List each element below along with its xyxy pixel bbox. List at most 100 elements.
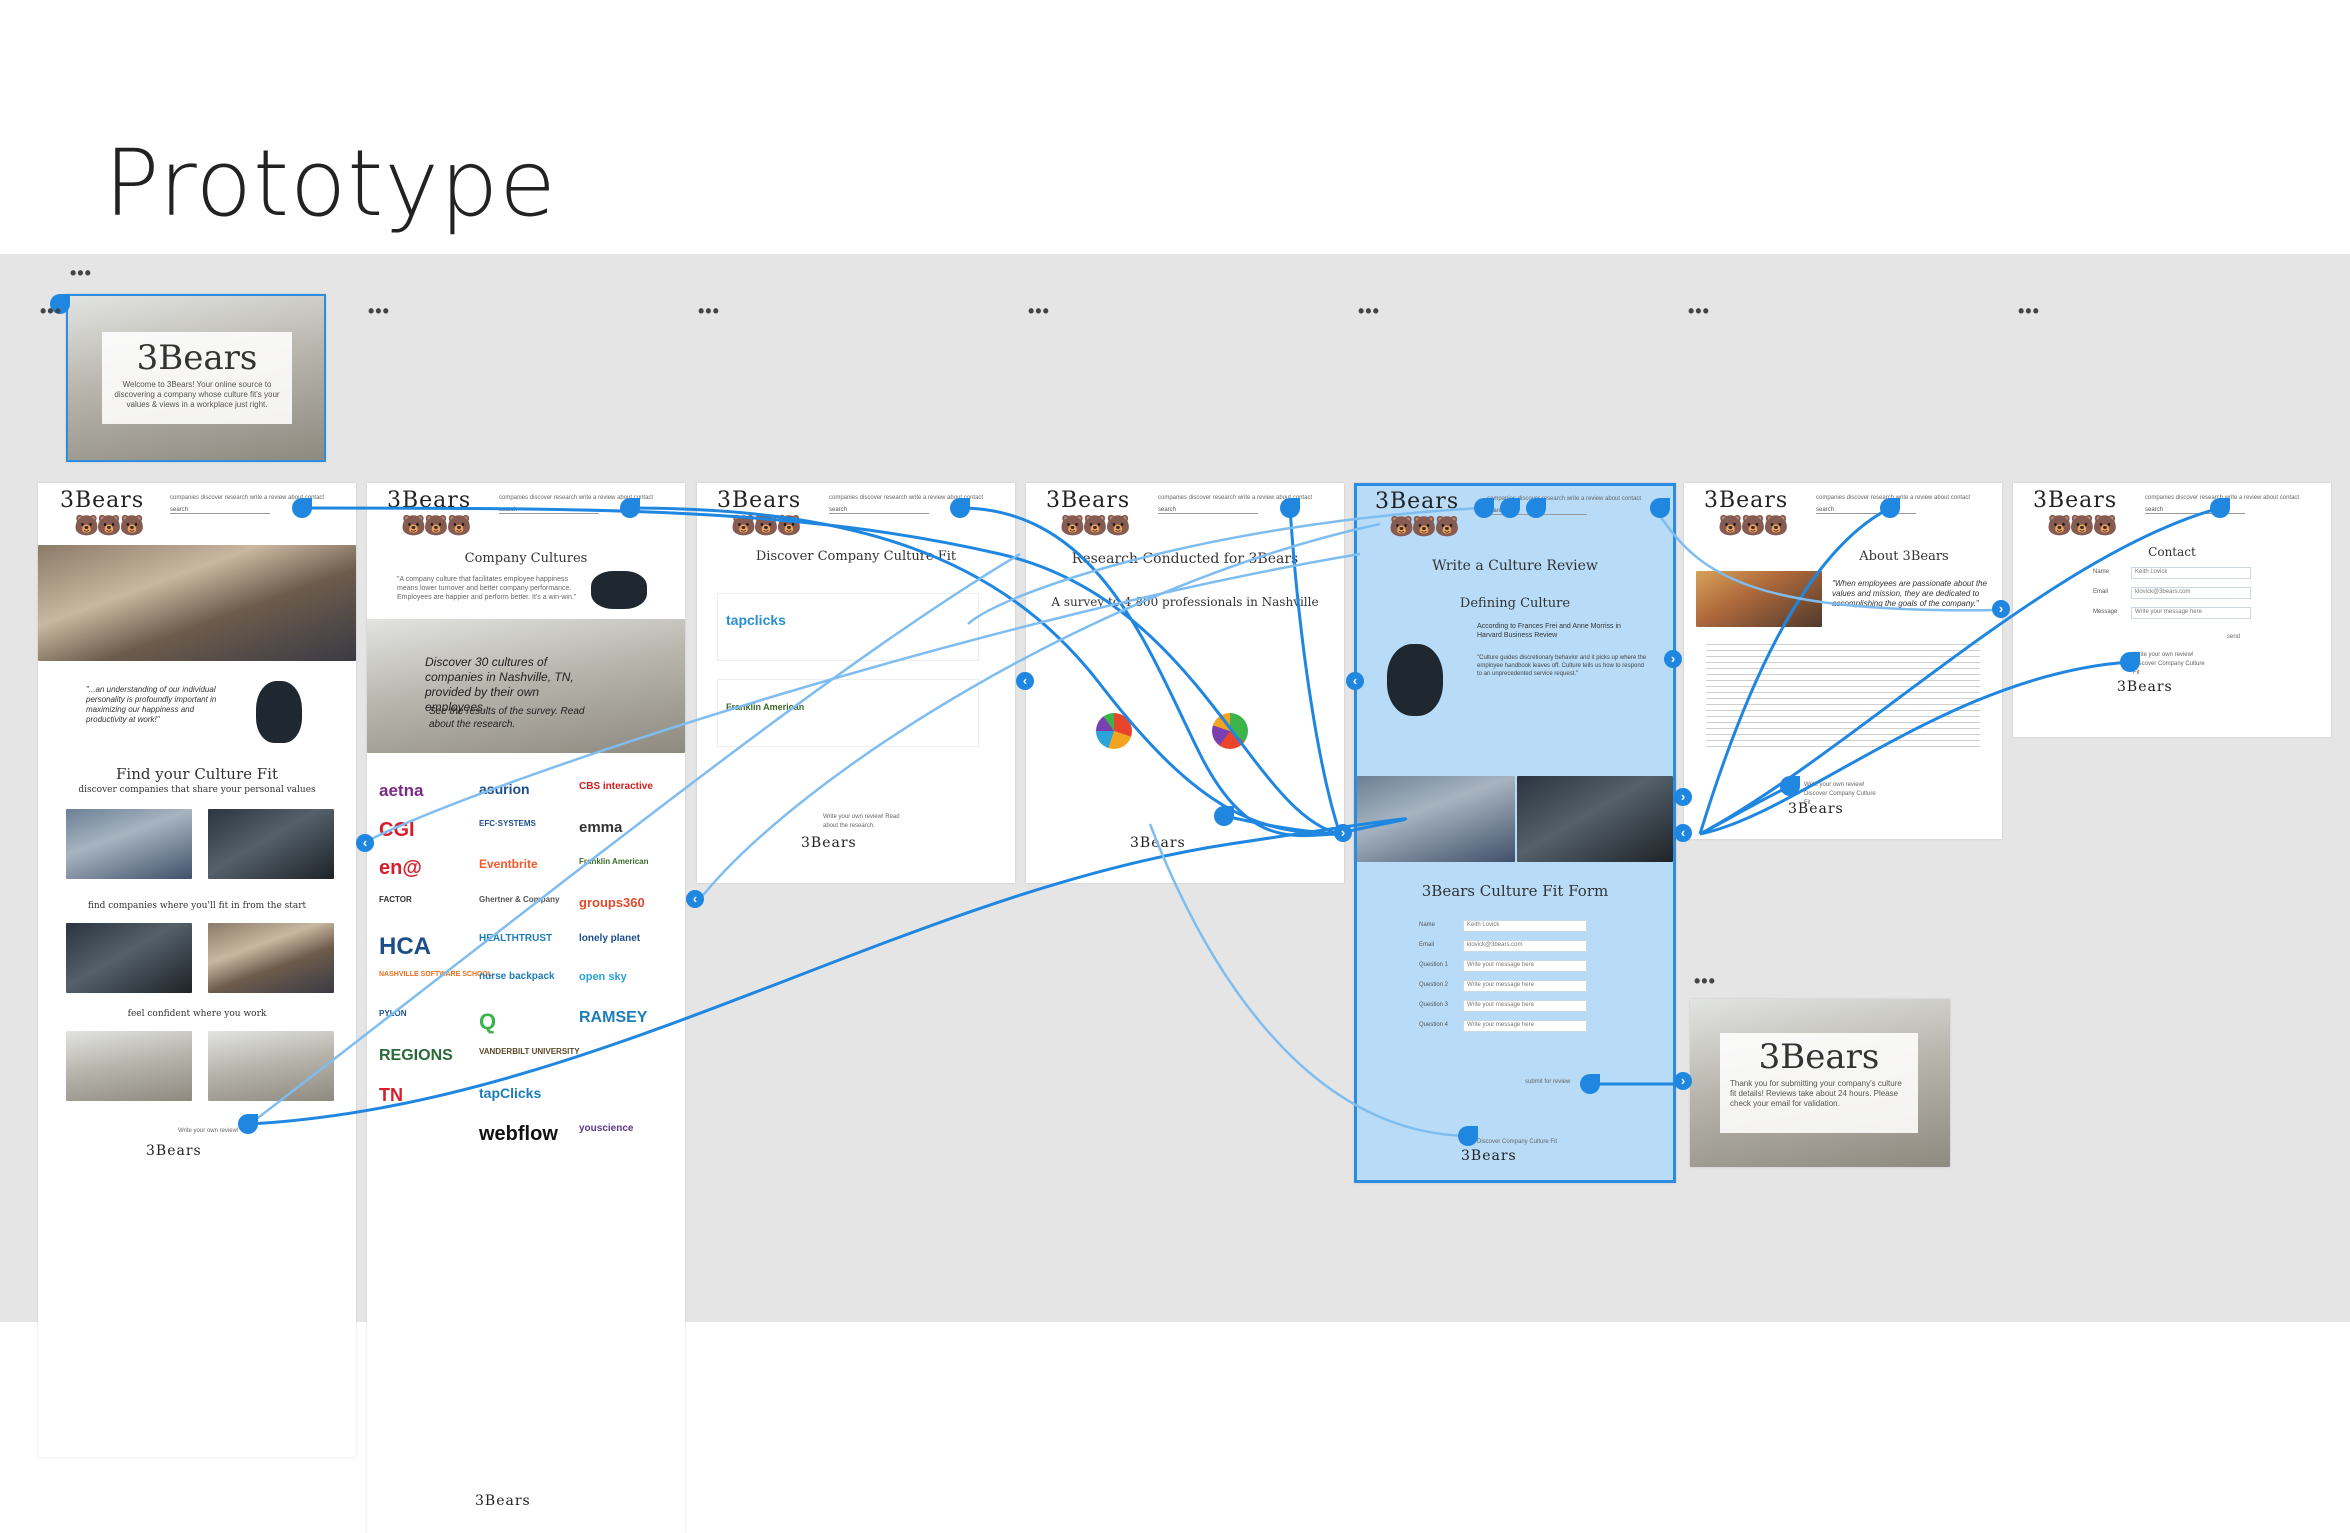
- company-card[interactable]: Franklin American: [717, 679, 979, 747]
- form-input[interactable]: Write your message here: [1463, 1000, 1587, 1012]
- company-logo[interactable]: open sky: [579, 971, 627, 983]
- link-hotspot[interactable]: [1474, 498, 1494, 518]
- link-hotspot[interactable]: [1500, 498, 1520, 518]
- company-logo[interactable]: HEALTHTRUST: [479, 933, 553, 944]
- company-logo[interactable]: tapClicks: [479, 1085, 542, 1101]
- form-input[interactable]: Write your message here: [2131, 607, 2251, 619]
- link-hotspot[interactable]: [1280, 498, 1300, 518]
- contact-footer-links[interactable]: Write your own review! Discover Company …: [2133, 652, 2205, 676]
- chevron-left-icon[interactable]: ‹: [686, 890, 704, 908]
- logo[interactable]: 3Bears: [60, 488, 145, 513]
- artboard-about[interactable]: 3Bears 🐻🐻🐻 companies discover research w…: [1684, 483, 2002, 839]
- nav-links[interactable]: companies discover research write a revi…: [499, 495, 654, 501]
- company-logo[interactable]: Q: [479, 1009, 497, 1034]
- link-hotspot[interactable]: [2120, 652, 2140, 672]
- company-logo[interactable]: nurse backpack: [479, 971, 555, 982]
- form-input[interactable]: klovick@3bears.com: [1463, 940, 1587, 952]
- artboard-menu[interactable]: •••: [70, 263, 92, 283]
- logo[interactable]: 3Bears: [1704, 488, 1789, 513]
- chevron-right-icon[interactable]: ›: [1674, 1072, 1692, 1090]
- send-button[interactable]: send: [2227, 634, 2241, 640]
- chevron-right-icon[interactable]: ›: [1674, 788, 1692, 806]
- chevron-left-icon[interactable]: ‹: [1346, 672, 1364, 690]
- artboard-menu[interactable]: •••: [1028, 301, 1050, 321]
- link-hotspot[interactable]: [950, 498, 970, 518]
- artboard-menu[interactable]: •••: [1688, 301, 1710, 321]
- company-logo[interactable]: CBS interactive: [579, 781, 653, 792]
- link-hotspot[interactable]: [238, 1114, 258, 1134]
- nav-links[interactable]: companies discover research write a revi…: [170, 495, 325, 501]
- chevron-right-icon[interactable]: ›: [1334, 824, 1352, 842]
- link-hotspot[interactable]: [620, 498, 640, 518]
- artboard-menu[interactable]: •••: [40, 301, 62, 321]
- logo[interactable]: 3Bears: [387, 488, 472, 513]
- company-logo[interactable]: aetna: [379, 781, 424, 800]
- company-logo[interactable]: FACTOR: [379, 895, 412, 904]
- artboard-contact[interactable]: 3Bears 🐻🐻🐻 companies discover research w…: [2013, 483, 2331, 737]
- submit-review-button[interactable]: submit for review: [1525, 1079, 1571, 1085]
- company-logo[interactable]: Eventbrite: [479, 857, 538, 871]
- artboard-write-review[interactable]: 3Bears 🐻🐻🐻 companies discover research w…: [1354, 483, 1676, 1183]
- link-hotspot[interactable]: [1458, 1126, 1478, 1146]
- company-logo[interactable]: NASHVILLE SOFTWARE SCHOOL: [379, 971, 493, 978]
- company-logo[interactable]: youscience: [579, 1123, 634, 1134]
- search-input[interactable]: search: [170, 507, 270, 514]
- discover-link[interactable]: Discover Company Culture Fit: [1477, 1139, 1558, 1145]
- logo[interactable]: 3Bears: [717, 488, 802, 513]
- chevron-left-icon[interactable]: ‹: [1674, 824, 1692, 842]
- search-input[interactable]: search: [1158, 507, 1258, 514]
- company-logo[interactable]: TN: [379, 1085, 403, 1105]
- company-logo[interactable]: Ghertner & Company: [479, 895, 560, 904]
- artboard-menu[interactable]: •••: [2018, 301, 2040, 321]
- company-logo[interactable]: groups360: [579, 895, 645, 910]
- nav-links[interactable]: companies discover research write a revi…: [829, 495, 984, 501]
- company-logo[interactable]: RAMSEY: [579, 1009, 648, 1026]
- artboard-menu[interactable]: •••: [1694, 971, 1716, 991]
- logo[interactable]: 3Bears: [1375, 489, 1460, 514]
- artboard-thank-you[interactable]: 3Bears Thank you for submitting your com…: [1690, 999, 1950, 1167]
- artboard-home[interactable]: 3Bears 🐻🐻🐻 companies discover research w…: [38, 483, 356, 1457]
- form-input[interactable]: Write your message here: [1463, 1020, 1587, 1032]
- search-input[interactable]: search: [2145, 507, 2245, 514]
- chevron-left-icon[interactable]: ‹: [1016, 672, 1034, 690]
- company-logo[interactable]: PYLON: [379, 1009, 407, 1018]
- company-logo[interactable]: lonely planet: [579, 933, 641, 944]
- search-input[interactable]: search: [829, 507, 929, 514]
- company-logo[interactable]: emma: [579, 819, 623, 836]
- artboard-menu[interactable]: •••: [698, 301, 720, 321]
- artboard-menu[interactable]: •••: [368, 301, 390, 321]
- artboard-welcome[interactable]: 3Bears Welcome to 3Bears! Your online so…: [66, 294, 326, 462]
- link-hotspot[interactable]: [1580, 1074, 1600, 1094]
- company-logo[interactable]: asurion: [479, 781, 530, 797]
- logo[interactable]: 3Bears: [2033, 488, 2118, 513]
- company-logo[interactable]: REGIONS: [379, 1047, 453, 1064]
- company-logo[interactable]: Franklin American: [579, 857, 649, 866]
- write-review-link[interactable]: Write your own review!: [178, 1128, 239, 1134]
- artboard-discover[interactable]: 3Bears 🐻🐻🐻 companies discover research w…: [697, 483, 1015, 883]
- company-card[interactable]: tapclicks: [717, 593, 979, 661]
- form-input[interactable]: Keith Lovick: [2131, 567, 2251, 579]
- chevron-left-icon[interactable]: ‹: [356, 834, 374, 852]
- search-input[interactable]: search: [1816, 507, 1916, 514]
- link-hotspot[interactable]: [292, 498, 312, 518]
- company-logo[interactable]: VANDERBILT UNIVERSITY: [479, 1047, 580, 1056]
- start-flow-pin[interactable]: [50, 294, 70, 314]
- company-logo[interactable]: EFC·SYSTEMS: [479, 819, 536, 828]
- logo[interactable]: 3Bears: [1046, 488, 1131, 513]
- link-hotspot[interactable]: [1526, 498, 1546, 518]
- artboard-menu[interactable]: •••: [1358, 301, 1380, 321]
- chevron-right-icon[interactable]: ›: [1664, 650, 1682, 668]
- form-input[interactable]: Write your message here: [1463, 980, 1587, 992]
- search-input[interactable]: search: [499, 507, 599, 514]
- discover-footer-links[interactable]: Write your own review! Read about the re…: [823, 814, 900, 829]
- company-logo[interactable]: HCA: [379, 933, 431, 960]
- link-hotspot[interactable]: [1650, 498, 1670, 518]
- prototype-canvas[interactable]: ••• 3Bears Welcome to 3Bears! Your onlin…: [0, 254, 2350, 1533]
- nav-links[interactable]: companies discover research write a revi…: [1158, 495, 1313, 501]
- company-logo[interactable]: CGI: [379, 819, 415, 841]
- company-logo[interactable]: webflow: [479, 1123, 558, 1145]
- form-input[interactable]: Write your message here: [1463, 960, 1587, 972]
- link-hotspot[interactable]: [2210, 498, 2230, 518]
- companies-hero-sub[interactable]: See the results of the survey. Read abou…: [429, 706, 585, 730]
- link-hotspot[interactable]: [1780, 776, 1800, 796]
